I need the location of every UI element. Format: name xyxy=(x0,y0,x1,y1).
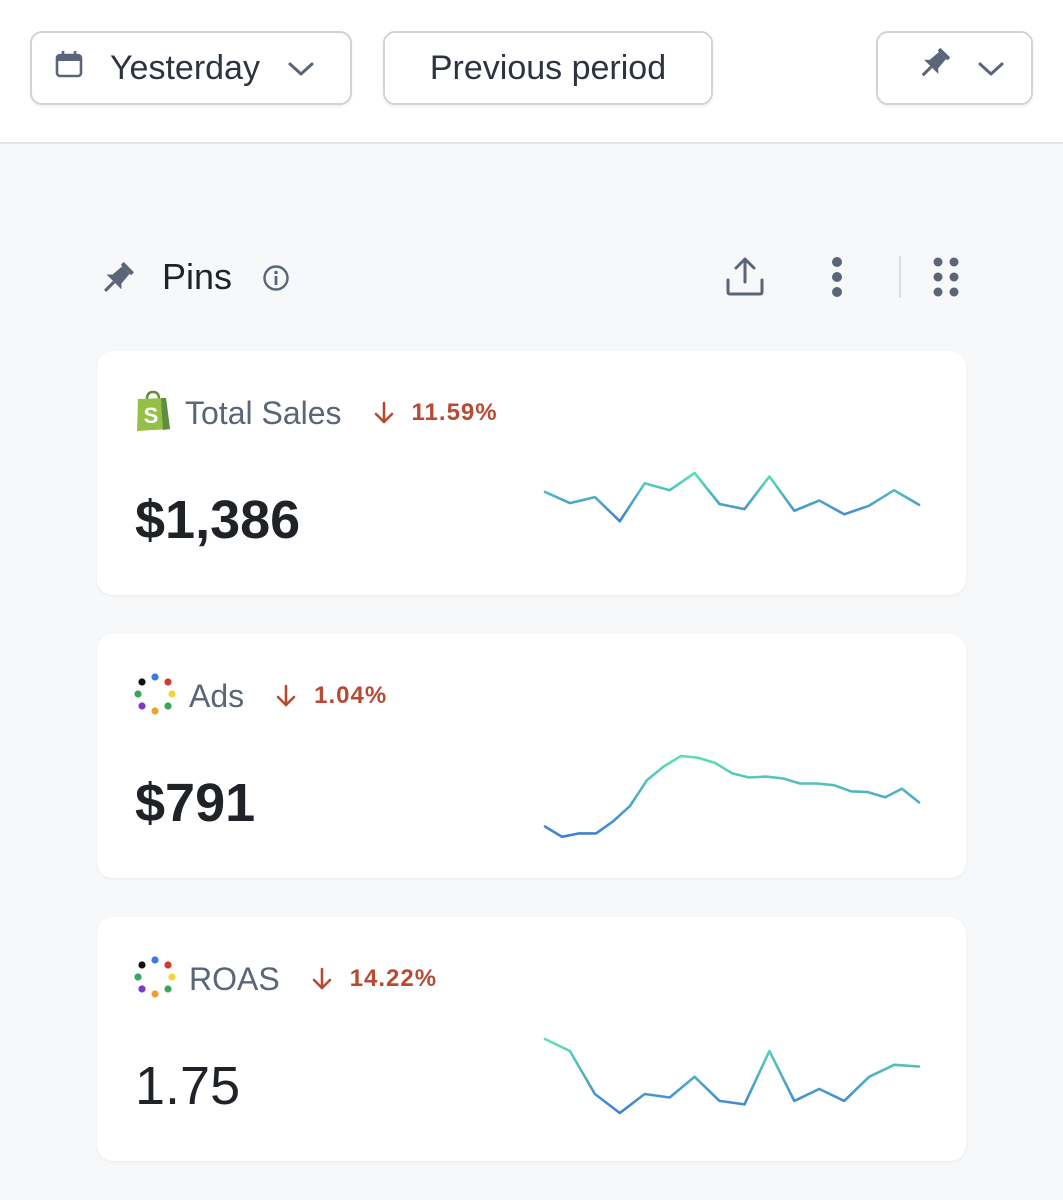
svg-text:S: S xyxy=(144,403,159,428)
change-badge: 1.04% xyxy=(274,682,387,710)
comparison-period-button[interactable]: Previous period xyxy=(383,31,713,105)
date-range-label: Yesterday xyxy=(110,48,260,87)
metric-card-total-sales[interactable]: S Total Sales 11.59% $1,386 xyxy=(97,351,966,595)
metric-card-roas[interactable]: ROAS 14.22% 1.75 xyxy=(97,917,966,1161)
pin-icon xyxy=(914,44,954,93)
metric-value: 1.75 xyxy=(135,1056,241,1116)
arrow-down-icon xyxy=(276,684,296,707)
change-badge: 11.59% xyxy=(372,399,498,427)
card-header: ROAS 14.22% xyxy=(133,955,437,1004)
sparkline-chart xyxy=(543,1037,921,1115)
change-percent: 14.22% xyxy=(349,965,438,992)
card-title: Total Sales xyxy=(185,394,342,431)
metric-card-ads[interactable]: Ads 1.04% $791 xyxy=(97,634,966,878)
date-range-button[interactable]: Yesterday xyxy=(30,31,352,105)
arrow-down-icon xyxy=(374,401,393,424)
pin-menu-button[interactable] xyxy=(876,31,1033,105)
sparkline-chart xyxy=(543,754,921,839)
comparison-period-label: Previous period xyxy=(429,48,667,87)
dots-ring-icon xyxy=(133,955,177,1004)
pin-icon xyxy=(96,258,138,305)
pins-section-header: Pins xyxy=(96,248,966,308)
chevron-down-icon xyxy=(286,49,316,88)
metric-value: $791 xyxy=(135,773,256,833)
dots-ring-icon xyxy=(133,672,177,721)
more-vertical-icon[interactable] xyxy=(830,256,844,303)
change-percent: 11.59% xyxy=(411,399,498,426)
card-title: ROAS xyxy=(189,960,280,997)
arrow-down-icon xyxy=(312,967,331,990)
chevron-down-icon xyxy=(976,49,1006,88)
card-header: Ads 1.04% xyxy=(133,672,387,721)
drag-grid-icon[interactable] xyxy=(932,256,960,303)
card-title: Ads xyxy=(189,677,245,714)
sparkline-series xyxy=(543,754,921,839)
sparkline-series xyxy=(543,1037,921,1115)
change-percent: 1.04% xyxy=(314,682,388,709)
toolbar: Yesterday Previous period xyxy=(0,0,1063,144)
change-badge: 14.22% xyxy=(310,965,437,993)
section-title: Pins xyxy=(162,256,233,297)
shopify-icon: S xyxy=(133,389,173,438)
card-header: S Total Sales 11.59% xyxy=(133,389,498,438)
metric-value: $1,386 xyxy=(135,490,301,550)
share-icon[interactable] xyxy=(724,254,766,303)
sparkline-series xyxy=(543,471,921,523)
calendar-icon xyxy=(54,49,84,88)
sparkline-chart xyxy=(543,471,921,523)
info-icon[interactable] xyxy=(262,264,290,297)
toolbar-divider xyxy=(899,256,901,298)
